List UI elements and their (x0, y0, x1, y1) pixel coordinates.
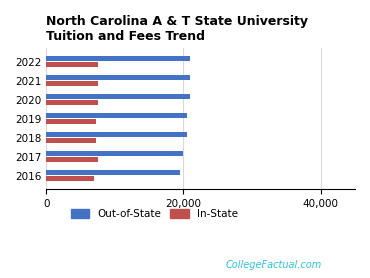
Bar (46, 94, 190, 99)
Bar (46, 176, 94, 181)
Text: CollegeFactual.com: CollegeFactual.com (226, 260, 322, 270)
Bar (46, 62, 98, 67)
Bar (46, 151, 184, 156)
Bar (46, 81, 98, 86)
Legend: Out-of-State, In-State: Out-of-State, In-State (67, 204, 242, 223)
Bar (46, 170, 180, 175)
Bar (46, 132, 187, 137)
Bar (46, 113, 187, 118)
Bar (46, 138, 95, 143)
Bar (46, 56, 190, 61)
Bar (46, 100, 98, 105)
Bar (46, 119, 95, 124)
Bar (46, 75, 190, 80)
Text: North Carolina A & T State University
Tuition and Fees Trend: North Carolina A & T State University Tu… (46, 15, 308, 43)
Bar (46, 157, 98, 162)
